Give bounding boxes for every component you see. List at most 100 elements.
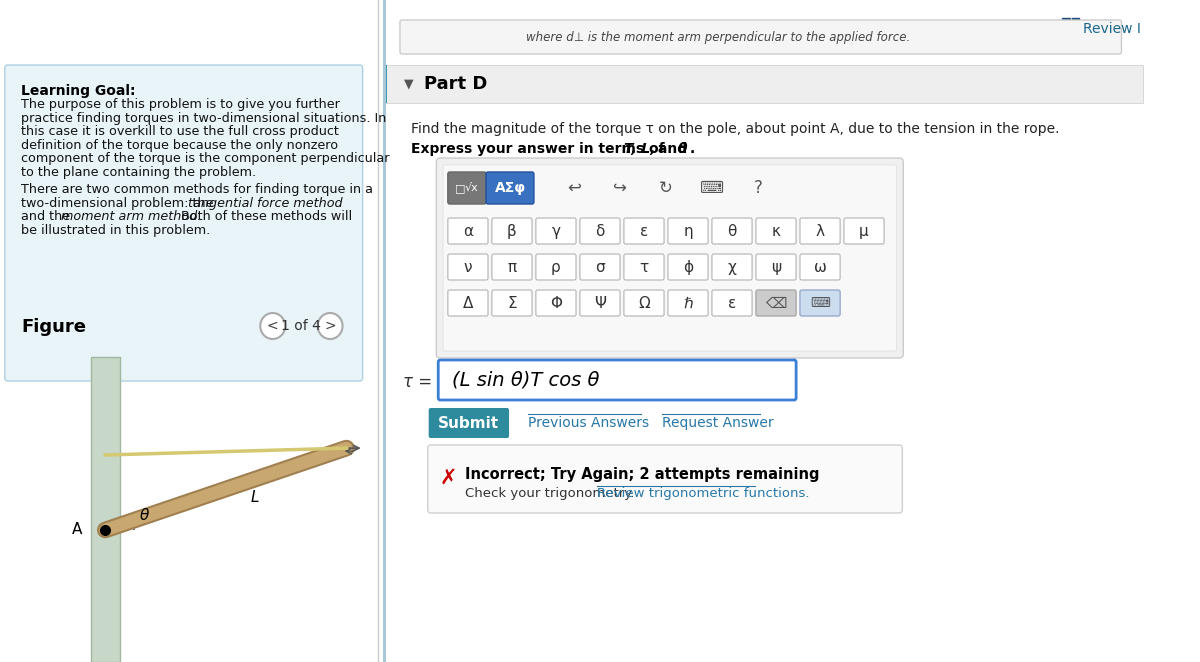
Text: β: β bbox=[508, 224, 517, 238]
FancyBboxPatch shape bbox=[536, 254, 576, 280]
Text: ϕ: ϕ bbox=[683, 260, 694, 275]
FancyBboxPatch shape bbox=[428, 408, 509, 438]
Text: Review trigonometric functions.: Review trigonometric functions. bbox=[598, 487, 810, 500]
Text: √x: √x bbox=[466, 183, 479, 193]
Text: <: < bbox=[266, 319, 278, 333]
Text: θ: θ bbox=[727, 224, 737, 238]
Text: and the: and the bbox=[22, 210, 74, 223]
FancyBboxPatch shape bbox=[668, 254, 708, 280]
Text: λ: λ bbox=[816, 224, 824, 238]
Circle shape bbox=[260, 313, 286, 339]
Text: Submit: Submit bbox=[438, 416, 499, 430]
Text: to the plane containing the problem.: to the plane containing the problem. bbox=[22, 166, 256, 179]
Text: moment arm method.: moment arm method. bbox=[61, 210, 202, 223]
Text: ε: ε bbox=[640, 224, 648, 238]
FancyBboxPatch shape bbox=[712, 254, 752, 280]
Text: ρ: ρ bbox=[551, 260, 560, 275]
Text: (L sin θ)T cos θ: (L sin θ)T cos θ bbox=[451, 371, 599, 389]
Text: σ: σ bbox=[595, 260, 605, 275]
Text: ?: ? bbox=[754, 179, 762, 197]
Text: Σ: Σ bbox=[508, 295, 517, 310]
Text: Ψ: Ψ bbox=[594, 295, 606, 310]
FancyBboxPatch shape bbox=[448, 218, 488, 244]
Bar bbox=[383, 65, 386, 103]
FancyBboxPatch shape bbox=[492, 218, 532, 244]
Text: Ω: Ω bbox=[638, 295, 650, 310]
Text: ↻: ↻ bbox=[659, 179, 673, 197]
Text: ψ: ψ bbox=[770, 260, 781, 275]
Text: Δ: Δ bbox=[463, 295, 473, 310]
Text: component of the torque is the component perpendicular: component of the torque is the component… bbox=[22, 152, 390, 165]
Text: this case it is overkill to use the full cross product: this case it is overkill to use the full… bbox=[22, 125, 338, 138]
Text: κ: κ bbox=[772, 224, 780, 238]
Text: Express your answer in terms of: Express your answer in terms of bbox=[412, 142, 670, 156]
FancyBboxPatch shape bbox=[756, 254, 796, 280]
Text: where d⊥ is the moment arm perpendicular to the applied force.: where d⊥ is the moment arm perpendicular… bbox=[527, 30, 911, 44]
Text: 1 of 4: 1 of 4 bbox=[282, 319, 322, 333]
Bar bbox=[1072, 18, 1079, 26]
FancyBboxPatch shape bbox=[536, 290, 576, 316]
Text: τ: τ bbox=[640, 260, 649, 275]
FancyBboxPatch shape bbox=[800, 290, 840, 316]
Text: θ: θ bbox=[139, 508, 149, 524]
Text: Φ: Φ bbox=[550, 295, 562, 310]
Text: T, L,: T, L, bbox=[624, 142, 655, 156]
Text: Incorrect; Try Again; 2 attempts remaining: Incorrect; Try Again; 2 attempts remaini… bbox=[466, 467, 820, 481]
Text: η: η bbox=[683, 224, 692, 238]
FancyBboxPatch shape bbox=[756, 290, 796, 316]
Text: tangential force method: tangential force method bbox=[187, 197, 342, 209]
Text: ε: ε bbox=[728, 295, 736, 310]
FancyBboxPatch shape bbox=[427, 445, 902, 513]
Text: π: π bbox=[508, 260, 516, 275]
Text: τ =: τ = bbox=[403, 373, 432, 391]
FancyBboxPatch shape bbox=[5, 65, 362, 381]
Text: ⌨: ⌨ bbox=[700, 179, 724, 197]
Text: Learning Goal:: Learning Goal: bbox=[22, 84, 136, 98]
Text: practice finding torques in two-dimensional situations. In: practice finding torques in two-dimensio… bbox=[22, 111, 386, 124]
Text: Part D: Part D bbox=[424, 75, 487, 93]
FancyBboxPatch shape bbox=[800, 254, 840, 280]
FancyBboxPatch shape bbox=[756, 218, 796, 244]
Bar bbox=[91, 357, 120, 662]
Text: ⌨: ⌨ bbox=[810, 296, 830, 310]
Text: .: . bbox=[690, 142, 695, 156]
FancyBboxPatch shape bbox=[668, 290, 708, 316]
Text: ✗: ✗ bbox=[439, 468, 456, 488]
FancyBboxPatch shape bbox=[448, 254, 488, 280]
FancyBboxPatch shape bbox=[536, 218, 576, 244]
FancyBboxPatch shape bbox=[844, 218, 884, 244]
FancyBboxPatch shape bbox=[712, 290, 752, 316]
Text: A: A bbox=[72, 522, 83, 538]
Text: □: □ bbox=[456, 183, 466, 193]
Text: μ: μ bbox=[859, 224, 869, 238]
FancyBboxPatch shape bbox=[443, 165, 896, 351]
Text: ⌫: ⌫ bbox=[766, 295, 787, 310]
Text: Check your trigonometry.: Check your trigonometry. bbox=[466, 487, 635, 500]
Text: Find the magnitude of the torque τ on the pole, about point A, due to the tensio: Find the magnitude of the torque τ on th… bbox=[412, 122, 1060, 136]
Text: ▼: ▼ bbox=[404, 77, 414, 91]
Text: be illustrated in this problem.: be illustrated in this problem. bbox=[22, 224, 210, 236]
Text: L: L bbox=[251, 490, 259, 504]
Text: γ: γ bbox=[552, 224, 560, 238]
FancyBboxPatch shape bbox=[486, 172, 534, 204]
FancyBboxPatch shape bbox=[492, 254, 532, 280]
Bar bbox=[1062, 18, 1069, 26]
Text: ΑΣφ: ΑΣφ bbox=[494, 181, 526, 195]
FancyBboxPatch shape bbox=[580, 290, 620, 316]
FancyBboxPatch shape bbox=[438, 360, 796, 400]
Circle shape bbox=[318, 313, 342, 339]
Text: α: α bbox=[463, 224, 473, 238]
FancyBboxPatch shape bbox=[437, 158, 904, 358]
Text: ↪: ↪ bbox=[613, 179, 626, 197]
Text: two-dimensional problem: the: two-dimensional problem: the bbox=[22, 197, 217, 209]
Text: ℏ: ℏ bbox=[683, 295, 692, 310]
Bar bbox=[383, 0, 385, 662]
FancyBboxPatch shape bbox=[624, 218, 664, 244]
Text: δ: δ bbox=[595, 224, 605, 238]
FancyBboxPatch shape bbox=[580, 218, 620, 244]
Text: Previous Answers: Previous Answers bbox=[528, 416, 649, 430]
FancyBboxPatch shape bbox=[668, 218, 708, 244]
FancyBboxPatch shape bbox=[712, 218, 752, 244]
Text: χ: χ bbox=[727, 260, 737, 275]
Text: Figure: Figure bbox=[22, 318, 86, 336]
